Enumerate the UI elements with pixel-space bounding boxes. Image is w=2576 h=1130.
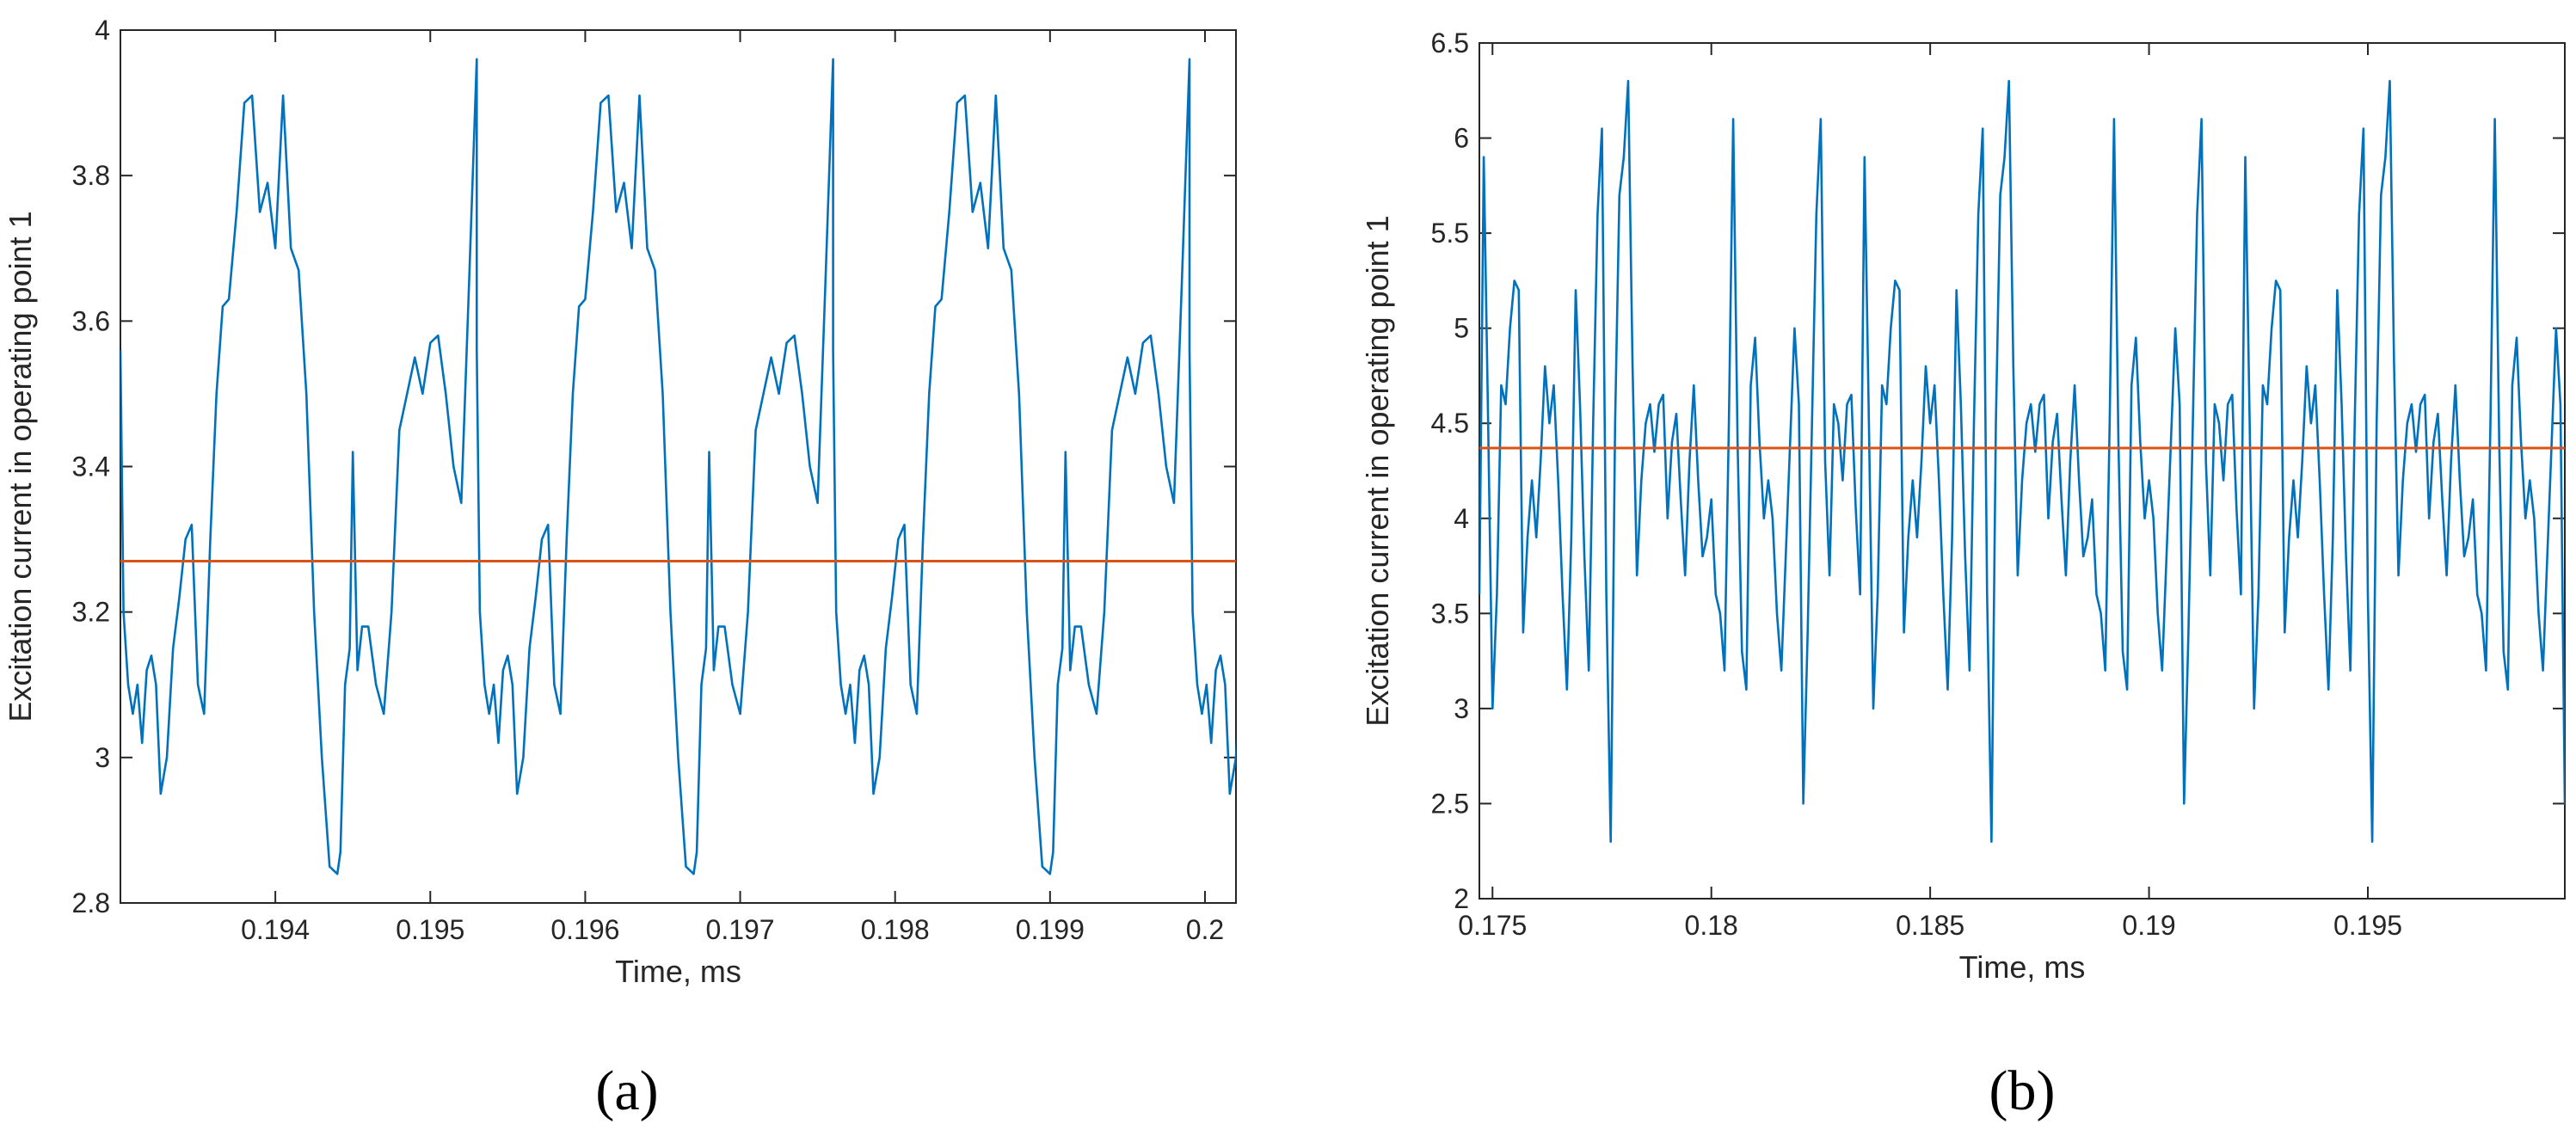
chart-1-xtick-label: 0.19 <box>2122 910 2175 941</box>
chart-1-panel-label: (b) <box>1989 1059 2056 1122</box>
chart-0-xtick-label: 0.194 <box>241 914 310 945</box>
chart-0-xtick-label: 0.2 <box>1186 914 1224 945</box>
chart-0-series-0 <box>120 58 1236 875</box>
panel-a: 0.194 0.195 0.196 0.197 0.198 0.199 0.2 2.8 3 3.2… <box>3 15 1237 1122</box>
chart-1-ytick-label: 2.5 <box>1431 788 1469 819</box>
chart-1-ytick-label: 5.5 <box>1431 218 1469 249</box>
chart-0-ytick-label: 3.2 <box>72 597 110 628</box>
chart-1-xlabel: Time, ms <box>1959 949 2086 985</box>
chart-0-ytick-label: 3.8 <box>72 160 110 191</box>
chart-0-xtick-label: 0.195 <box>396 914 464 945</box>
chart-0-xtick-label: 0.197 <box>706 914 775 945</box>
chart-1-ytick-label: 3.5 <box>1431 598 1469 629</box>
chart-0-ylabel: Excitation current in operating point 1 <box>3 211 38 722</box>
chart-0-panel-label: (a) <box>595 1059 658 1122</box>
panel-b: 0.175 0.18 0.185 0.19 0.195 2 2.5 3 3.5 4 4.5 5 5.5 6… <box>1360 28 2566 1122</box>
chart-1-ytick-label: 5 <box>1454 313 1469 344</box>
chart-0-xlabel: Time, ms <box>615 954 741 989</box>
chart-1-ytick-label: 6.5 <box>1431 28 1469 58</box>
chart-1-plot-content <box>1479 79 2565 844</box>
chart-1-xtick-label: 0.18 <box>1685 910 1738 941</box>
chart-1-ytick-label: 4 <box>1454 503 1469 534</box>
chart-1-plot-area <box>1479 42 2566 900</box>
chart-0-xtick-label: 0.198 <box>861 914 930 945</box>
chart-1-ylabel: Excitation current in operating point 1 <box>1360 215 1395 726</box>
chart-0-ytick-label: 3 <box>95 742 110 773</box>
chart-0-xtick-label: 0.199 <box>1016 914 1085 945</box>
chart-1-series-0 <box>1479 79 2565 844</box>
chart-1-ytick-label: 3 <box>1454 693 1469 724</box>
chart-1-xtick-label: 0.185 <box>1896 910 1964 941</box>
chart-0-ytick-label: 3.6 <box>72 305 110 336</box>
chart-1-ytick-label: 2 <box>1454 883 1469 914</box>
chart-1-xtick-label: 0.175 <box>1458 910 1527 941</box>
chart-0-ytick-label: 3.4 <box>72 451 110 482</box>
chart-0-ytick-label: 4 <box>95 15 110 46</box>
chart-0-ytick-label: 2.8 <box>72 887 110 918</box>
chart-1-ytick-label: 4.5 <box>1431 408 1469 439</box>
chart-0-plot-content <box>120 58 1236 875</box>
chart-1-ytick-label: 6 <box>1454 123 1469 154</box>
chart-0-xtick-label: 0.196 <box>550 914 619 945</box>
chart-1-xtick-label: 0.195 <box>2333 910 2402 941</box>
